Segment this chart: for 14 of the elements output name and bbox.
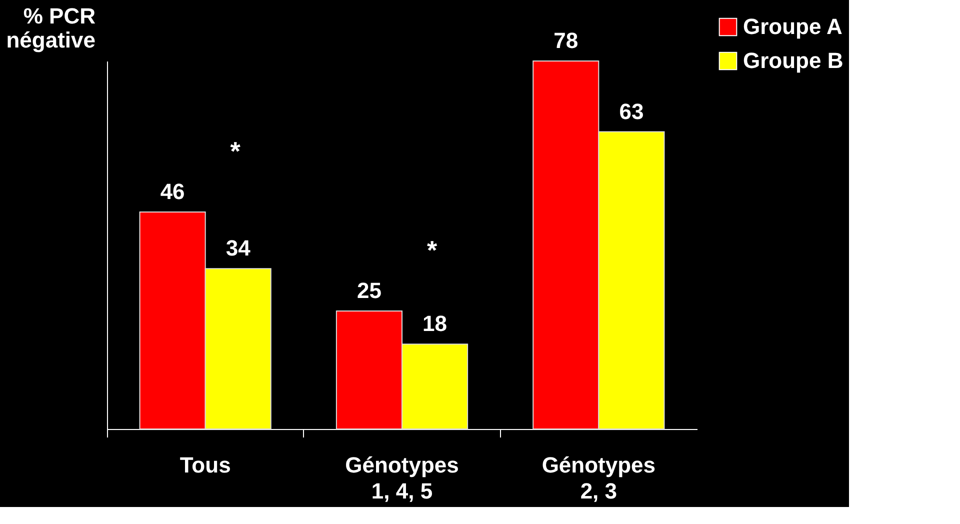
legend-label: Groupe B bbox=[743, 48, 844, 73]
data-label: 25 bbox=[356, 278, 382, 304]
y-axis-title: % PCR négative bbox=[6, 4, 96, 52]
x-tick-label: Génotypes 1, 4, 5 bbox=[345, 452, 459, 504]
annotation: * bbox=[426, 235, 438, 266]
annotation: * bbox=[230, 136, 242, 166]
data-label: 34 bbox=[226, 236, 252, 261]
data-label: 78 bbox=[554, 28, 578, 53]
data-label: 63 bbox=[619, 98, 644, 124]
data-label: 18 bbox=[422, 311, 448, 336]
x-tick-label: Génotypes 2, 3 bbox=[542, 452, 656, 504]
data-label: 46 bbox=[160, 178, 185, 204]
legend-label: Groupe A bbox=[743, 14, 843, 39]
x-tick-label: Tous bbox=[180, 452, 231, 478]
